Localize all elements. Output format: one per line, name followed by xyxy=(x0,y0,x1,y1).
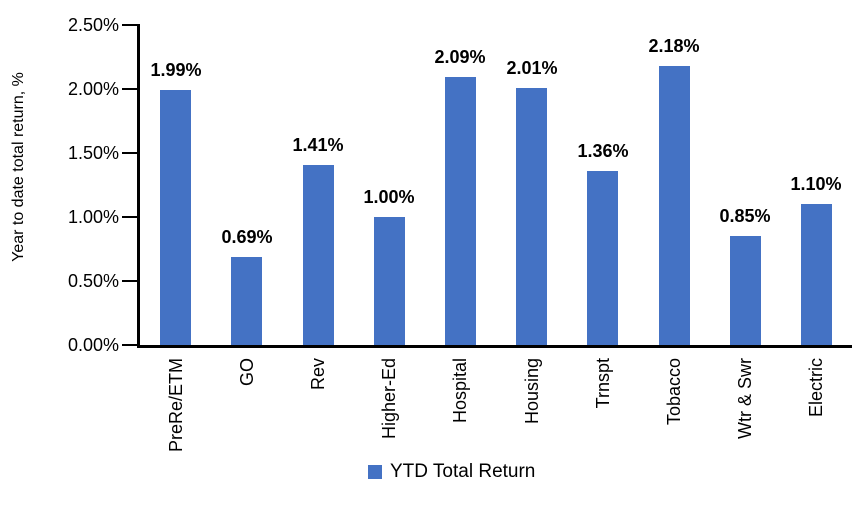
bar-value-label: 0.69% xyxy=(221,227,273,247)
bar-value-label: 2.18% xyxy=(648,36,700,56)
bar-value-label: 1.36% xyxy=(577,141,629,161)
y-axis-line xyxy=(137,24,140,348)
bar xyxy=(516,88,547,345)
legend-swatch xyxy=(368,465,382,479)
y-tick-mark xyxy=(122,88,137,90)
x-category-label: Trnspt xyxy=(593,358,613,409)
x-category-label: Hospital xyxy=(450,358,470,424)
x-category-label: Tobacco xyxy=(664,358,684,426)
y-tick-label: 0.00% xyxy=(67,335,119,355)
bar-value-label: 1.00% xyxy=(363,187,415,207)
x-category-label: PreRe/ETM xyxy=(166,358,186,453)
y-axis-title: Year to date total return, % xyxy=(10,72,27,262)
x-category-label: Rev xyxy=(308,358,328,391)
y-tick-label: 0.50% xyxy=(67,271,119,291)
legend-label: YTD Total Return xyxy=(390,461,536,482)
legend: YTD Total Return xyxy=(368,461,535,483)
bar xyxy=(801,204,832,345)
x-axis-line xyxy=(137,345,852,348)
x-category-label: GO xyxy=(237,358,257,387)
bar xyxy=(587,171,618,345)
bar xyxy=(374,217,405,345)
y-tick-mark xyxy=(122,152,137,154)
x-category-label: Electric xyxy=(806,358,826,418)
y-tick-label: 2.50% xyxy=(67,15,119,35)
bar xyxy=(659,66,690,345)
x-category-label: Higher-Ed xyxy=(379,358,399,440)
y-tick-mark xyxy=(122,216,137,218)
y-tick-mark xyxy=(122,24,137,26)
y-tick-mark xyxy=(122,344,137,346)
y-tick-label: 1.00% xyxy=(67,207,119,227)
bar-value-label: 2.01% xyxy=(506,58,558,78)
bar xyxy=(160,90,191,345)
x-category-label: Wtr & Swr xyxy=(735,358,755,439)
bar-value-label: 1.41% xyxy=(292,135,344,155)
x-category-label: Housing xyxy=(522,358,542,425)
y-tick-label: 1.50% xyxy=(67,143,119,163)
y-tick-mark xyxy=(122,280,137,282)
bar-value-label: 2.09% xyxy=(434,47,486,67)
bar xyxy=(730,236,761,345)
bar xyxy=(303,165,334,345)
bar-value-label: 1.10% xyxy=(790,174,842,194)
bar xyxy=(445,77,476,345)
bar-value-label: 1.99% xyxy=(150,60,202,80)
y-tick-label: 2.00% xyxy=(67,79,119,99)
bar-value-label: 0.85% xyxy=(719,206,771,226)
bar xyxy=(231,257,262,345)
